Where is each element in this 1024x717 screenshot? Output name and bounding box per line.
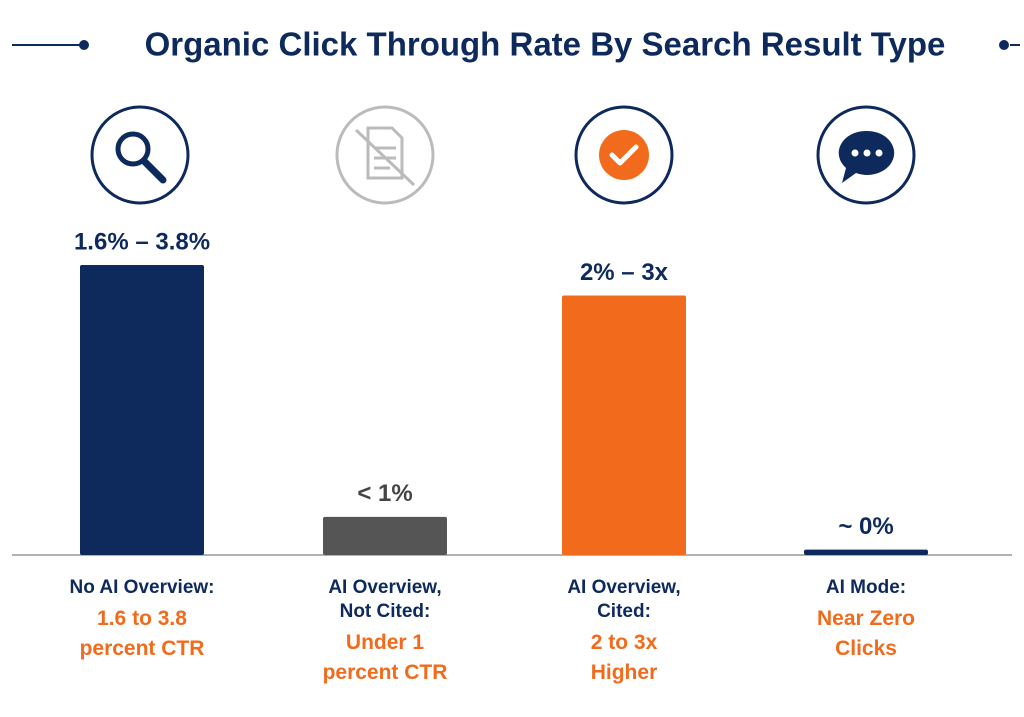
- chart-title: Organic Click Through Rate By Search Res…: [145, 26, 946, 63]
- icon-not-cited: [335, 105, 435, 205]
- value-label: 1.6% – 3.8%: [74, 228, 210, 255]
- category-label: No AI Overview:: [69, 577, 215, 598]
- bar: [80, 265, 204, 555]
- category-label-group: AI Mode: Near Zero Clicks: [756, 572, 976, 664]
- category-label-group: AI Overview, Cited: 2 to 3x Higher: [514, 572, 734, 688]
- title-decoration: [12, 40, 1020, 50]
- bar: [562, 295, 686, 555]
- bar: [804, 549, 928, 555]
- category-note: 2 to 3x Higher: [590, 631, 658, 684]
- value-label: ~ 0%: [838, 513, 893, 540]
- category-label: AI Overview, Not Cited:: [328, 577, 442, 622]
- value-label: 2% – 3x: [580, 259, 669, 286]
- category-label-group: No AI Overview: 1.6 to 3.8 percent CTR: [32, 572, 252, 664]
- category-label: AI Overview, Cited:: [567, 577, 681, 622]
- category-label: AI Mode:: [825, 577, 907, 598]
- value-label: < 1%: [357, 480, 412, 507]
- category-note: Under 1 percent CTR: [322, 631, 448, 684]
- icon-chat: [816, 105, 916, 205]
- category-note: 1.6 to 3.8 percent CTR: [79, 607, 205, 660]
- category-label-group: AI Overview, Not Cited: Under 1 percent C…: [275, 572, 495, 688]
- bar: [323, 516, 447, 555]
- category-note: Near Zero Clicks: [816, 607, 916, 660]
- icon-search: [90, 105, 190, 205]
- icon-cited: [574, 105, 674, 205]
